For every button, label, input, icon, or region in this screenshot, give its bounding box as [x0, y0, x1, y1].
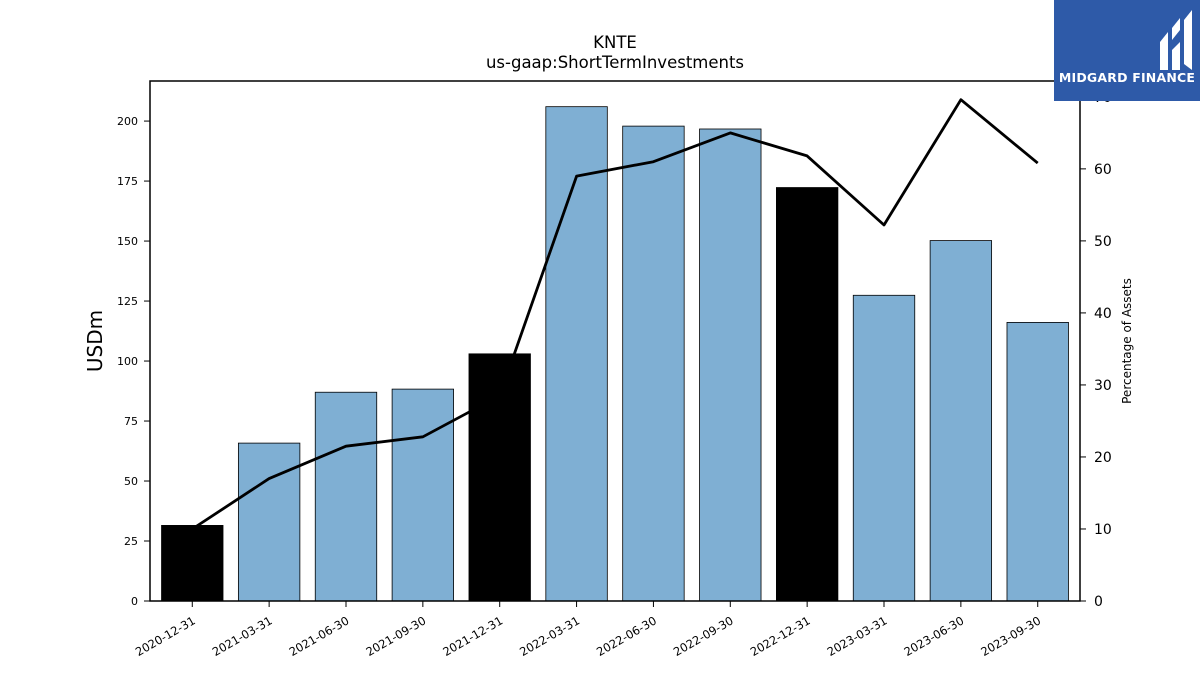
y2-tick-label: 30 — [1094, 378, 1112, 394]
bar-2021-09-30 — [391, 388, 454, 602]
bar-2022-06-30 — [622, 125, 685, 602]
y2-axis: 010203040506070 — [1080, 90, 1112, 610]
x-tick-label: 2021-06-30 — [287, 613, 352, 659]
y-tick-label: 125 — [117, 295, 138, 308]
y2-axis-label: Percentage of Assets — [1120, 278, 1134, 404]
x-tick-label: 2022-09-30 — [671, 613, 736, 659]
x-tick-label: 2023-09-30 — [978, 613, 1043, 659]
x-tick-label: 2021-09-30 — [363, 613, 428, 659]
y2-tick-label: 20 — [1094, 450, 1112, 466]
y-tick-label: 175 — [117, 175, 138, 188]
chart-subtitle: us-gaap:ShortTermInvestments — [486, 53, 744, 72]
y-tick-label: 100 — [117, 355, 138, 368]
logo-text: MIDGARD FINANCE — [1058, 70, 1196, 85]
x-axis: 2020-12-31 2021-03-31 2021-06-30 2021-09-30… — [133, 601, 1043, 659]
bar-2023-09-30 — [1006, 322, 1069, 602]
bar-2022-09-30 — [699, 128, 762, 602]
x-tick-label: 2022-06-30 — [594, 613, 659, 659]
x-tick-label: 2021-12-31 — [440, 613, 505, 659]
bar-2022-12-31 — [776, 187, 839, 602]
bar-2021-03-31 — [237, 442, 301, 602]
bar-2020-12-31 — [161, 525, 224, 602]
plot-frame — [149, 80, 1081, 602]
x-tick-label: 2022-03-31 — [517, 613, 582, 659]
midgard-finance-logo: MIDGARD FINANCE — [1054, 0, 1200, 101]
bar-2023-03-31 — [852, 294, 916, 602]
y-tick-label: 75 — [124, 415, 138, 428]
x-tick-label: 2023-06-30 — [901, 613, 966, 659]
x-tick-label: 2021-03-31 — [210, 613, 275, 659]
bar-2022-03-31 — [545, 106, 608, 602]
bar-2021-06-30 — [314, 391, 378, 602]
y-tick-label: 25 — [124, 535, 138, 548]
bar-2023-06-30 — [929, 240, 993, 602]
y2-tick-label: 40 — [1094, 306, 1112, 322]
logo-mark-icon — [1160, 10, 1192, 70]
percentage-line — [191, 98, 1039, 531]
chart-title: KNTE — [593, 33, 637, 52]
x-tick-label: 2022-12-31 — [748, 613, 813, 659]
y-tick-label: 50 — [124, 475, 138, 488]
x-tick-label: 2023-03-31 — [825, 613, 890, 659]
bar-2021-12-31 — [468, 353, 531, 602]
y-tick-label: 150 — [117, 235, 138, 248]
line-group — [191, 98, 1039, 531]
y2-tick-label: 0 — [1094, 594, 1103, 610]
y2-tick-label: 10 — [1094, 522, 1112, 538]
y-tick-label: 200 — [117, 115, 138, 128]
bars-group — [161, 106, 1069, 602]
y2-tick-label: 60 — [1094, 162, 1112, 178]
x-tick-label: 2020-12-31 — [133, 613, 198, 659]
y-axis: 0 25 50 75 100 125 150 175 200 — [117, 115, 150, 608]
y-axis-label: USDm — [83, 310, 107, 372]
y-tick-label: 0 — [131, 595, 138, 608]
y2-tick-label: 50 — [1094, 234, 1112, 250]
